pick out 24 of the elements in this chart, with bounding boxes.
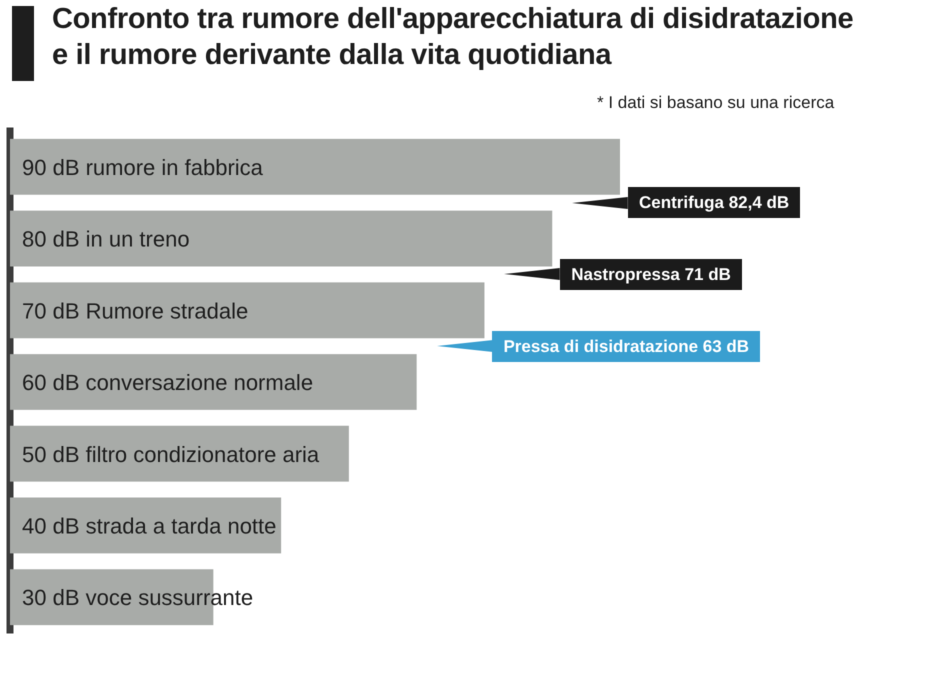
bar [10,426,349,482]
bar [10,282,484,338]
data-label: 90 dB [22,154,80,180]
chart-title: Confronto tra rumore dell'apparecchiatura di disidratazione e il rumore derivante dalla vita quotidiana [52,2,854,73]
y-tick-label: in un treno [86,226,190,252]
y-tick-label: rumore in fabbrica [86,154,264,180]
annotation: Pressa di disidratazione 63 dB [492,330,760,362]
data-label: 80 dB [22,226,80,252]
text: Centrifuga 82,4 dB [628,187,800,218]
data-label: 30 dB [22,585,80,610]
text: * I dati si basano su una ricerca [597,93,834,113]
bar [10,497,282,554]
data-label: 50 dB [22,442,80,467]
annotation: Nastropressa 71 dB [560,258,742,290]
bar [10,210,552,267]
data-label: 60 dB [22,370,80,396]
bar [10,354,417,410]
y-tick-label: Rumore stradale [86,298,248,324]
data-label: 70 dB [22,298,80,324]
data-label: 40 dB [22,513,80,538]
y-tick-label: strada a tarda notte [86,513,276,538]
y-tick-label: conversazione normale [86,370,314,396]
bar [10,138,620,195]
y-tick-label: filtro condizionatore aria [86,442,320,467]
